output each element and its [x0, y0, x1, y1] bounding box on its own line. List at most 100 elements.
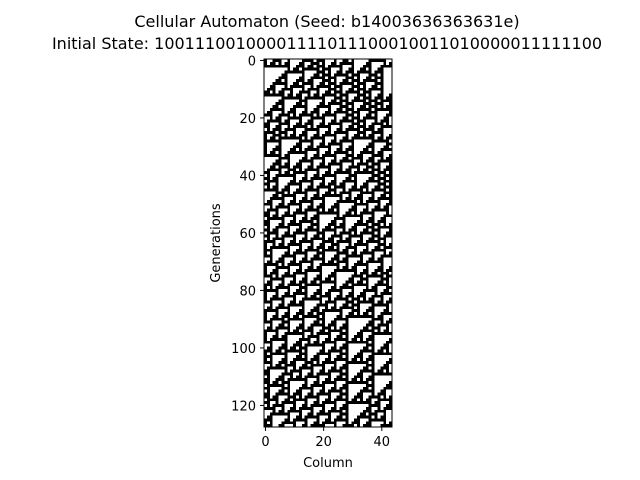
automaton-cell-run	[293, 211, 308, 215]
automaton-cell-run	[264, 289, 279, 292]
automaton-cell-run	[298, 323, 305, 327]
automaton-cell-run	[348, 234, 363, 238]
automaton-cell-run	[383, 145, 390, 149]
automaton-cell-run	[264, 378, 270, 381]
automaton-cell-run	[328, 102, 343, 105]
automaton-cell-run	[333, 303, 337, 307]
automaton-cell-run	[368, 404, 381, 407]
automaton-cell-run	[371, 386, 375, 390]
automaton-cell-run	[380, 254, 392, 258]
automaton-cell-run	[360, 412, 366, 416]
automaton-cell-run	[386, 122, 390, 126]
automaton-cell-run	[310, 363, 326, 367]
automaton-cell-run	[330, 119, 337, 123]
automaton-cell-run	[389, 176, 392, 180]
automaton-cell-run	[281, 406, 285, 410]
automaton-cell-run	[298, 159, 314, 163]
automaton-cell-run	[345, 153, 355, 157]
automaton-cell-run	[342, 228, 346, 232]
automaton-cell-run	[319, 369, 326, 373]
automaton-cell-run	[360, 231, 375, 235]
automaton-cell-run	[307, 335, 320, 338]
automaton-cell-run	[351, 162, 355, 166]
automaton-cell-run	[266, 404, 270, 407]
automaton-cell-run	[328, 409, 343, 413]
automaton-cell-run	[336, 294, 343, 298]
automaton-cell-run	[330, 159, 337, 163]
automaton-cell-run	[301, 176, 308, 180]
automaton-cell-run	[325, 291, 331, 295]
automaton-cell-run	[333, 378, 349, 381]
automaton-cell-run	[368, 306, 375, 310]
automaton-cell-run	[298, 309, 305, 312]
automaton-cell-run	[278, 257, 285, 261]
automaton-cell-run	[357, 332, 363, 335]
automaton-cell-run	[354, 355, 363, 358]
automaton-cell-run	[351, 64, 355, 68]
automaton-cell-run	[269, 84, 276, 88]
automaton-cell-run	[272, 314, 279, 318]
automaton-cell-run	[383, 222, 387, 226]
automaton-cell-run	[339, 197, 343, 200]
automaton-cell-run	[333, 171, 352, 174]
automaton-cell-run	[316, 251, 326, 255]
automaton-cell-run	[301, 87, 305, 91]
automaton-cell-run	[293, 366, 296, 370]
automaton-cell-run	[296, 312, 305, 315]
automaton-cell-run	[272, 185, 279, 189]
automaton-cell-run	[304, 254, 308, 258]
automaton-cell-run	[345, 168, 352, 172]
automaton-cell-run	[328, 208, 334, 212]
automaton-cell-run	[354, 96, 360, 100]
automaton-cell-run	[365, 145, 375, 149]
automaton-cell-run	[264, 309, 279, 312]
automaton-cell-run	[307, 412, 314, 416]
automaton-cell-run	[304, 96, 326, 100]
automaton-cell-run	[389, 93, 392, 97]
automaton-cell-run	[316, 59, 326, 62]
automaton-cell-run	[360, 257, 363, 261]
automaton-cell-run	[368, 335, 375, 338]
automaton-cell-run	[304, 395, 320, 399]
y-tick-label: 0	[248, 54, 256, 69]
automaton-cell-run	[278, 156, 291, 160]
automaton-cell-run	[328, 329, 343, 333]
automaton-cell-run	[304, 148, 320, 151]
automaton-cell-run	[365, 286, 369, 289]
automaton-cell-run	[275, 79, 282, 82]
automaton-cell-run	[354, 176, 358, 180]
automaton-cell-run	[264, 395, 270, 399]
automaton-cell-run	[322, 326, 331, 330]
automaton-cell-run	[301, 257, 308, 261]
automaton-cell-run	[275, 332, 279, 335]
automaton-cell-run	[264, 329, 279, 333]
automaton-cell-run	[380, 105, 384, 108]
automaton-cell-run	[264, 122, 270, 126]
automaton-cell-run	[386, 340, 392, 344]
automaton-cell-run	[307, 225, 314, 229]
automaton-cell-run	[377, 406, 381, 410]
automaton-cell-run	[307, 185, 314, 189]
automaton-cell-run	[389, 381, 392, 384]
automaton-cell-run	[272, 381, 279, 384]
automaton-cell-run	[345, 237, 352, 241]
automaton-cell-run	[362, 148, 369, 151]
automaton-cell-run	[354, 231, 358, 235]
automaton-cell-run	[371, 340, 375, 344]
automaton-cell-run	[310, 116, 326, 120]
automaton-cell-run	[368, 412, 378, 416]
automaton-cell-run	[296, 415, 302, 419]
automaton-cell-run	[380, 297, 384, 301]
automaton-cell-run	[284, 398, 291, 402]
automaton-cell-run	[351, 378, 358, 381]
automaton-cell-run	[386, 306, 390, 310]
automaton-cell-run	[293, 251, 308, 255]
automaton-cell-run	[313, 306, 320, 310]
automaton-cell-run	[316, 332, 331, 335]
automaton-cell-run	[304, 128, 320, 131]
automaton-cell-run	[365, 76, 372, 80]
automaton-cell-run	[313, 73, 320, 77]
automaton-cell-run	[371, 317, 384, 321]
automaton-cell-run	[284, 349, 302, 353]
automaton-cell-run	[284, 171, 291, 174]
